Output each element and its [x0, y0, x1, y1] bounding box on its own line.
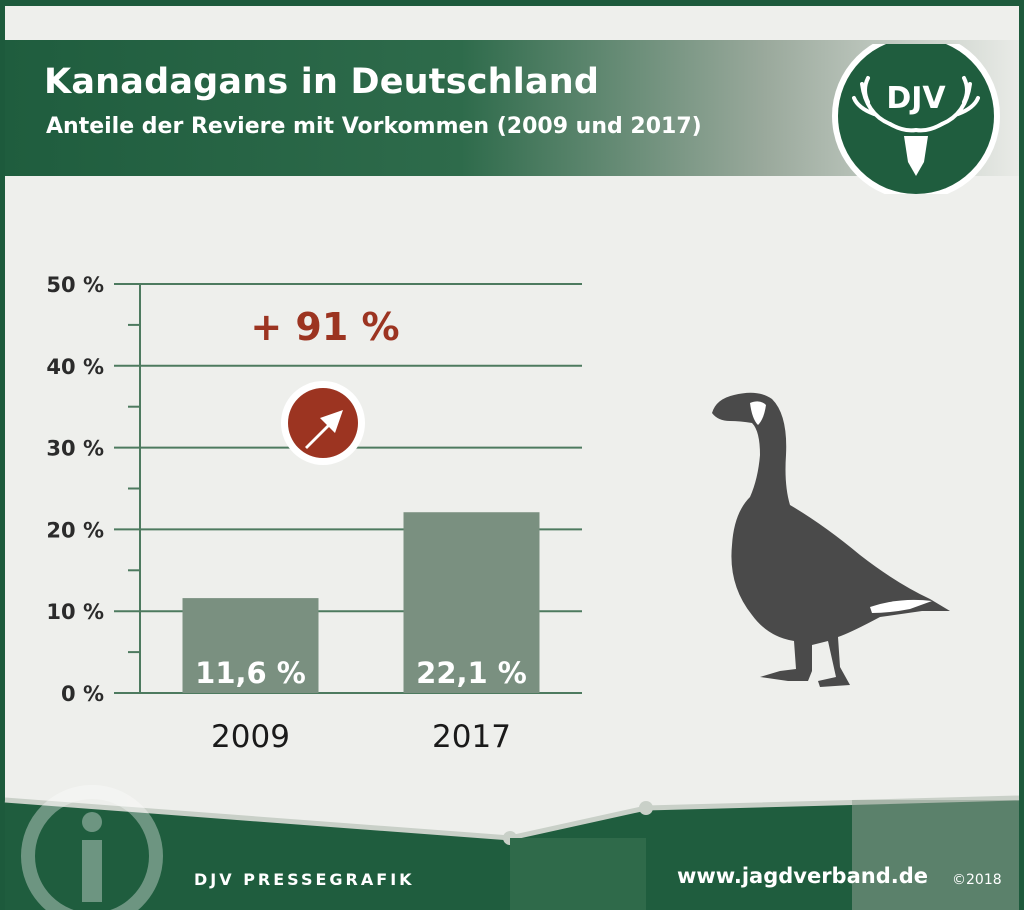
copyright: ©2018	[952, 872, 1002, 888]
y-tick-label: 40 %	[46, 355, 104, 379]
stag-antlers-icon	[852, 76, 980, 133]
logo-disc	[838, 44, 994, 194]
growth-annotation: + 91 %	[250, 305, 399, 349]
logo-text: DJV	[886, 81, 946, 116]
x-category-label: 2017	[432, 719, 511, 755]
goose-chinstrap	[750, 401, 766, 425]
goose-body	[712, 392, 950, 687]
footer-credit: DJV PRESSEGRAFIK	[194, 870, 415, 889]
footer-line	[4, 795, 1020, 841]
top-border	[0, 0, 1024, 6]
y-tick-label: 30 %	[46, 437, 104, 461]
djv-logo: DJV	[832, 44, 1000, 194]
up-right-arrow-icon	[281, 381, 365, 465]
canada-goose-silhouette-icon	[712, 392, 950, 687]
bar-layer	[182, 512, 540, 693]
bar-value-label: 22,1 %	[416, 656, 527, 690]
chart-title: Kanadagans in Deutschland	[44, 62, 600, 102]
footer-center-panel	[510, 838, 646, 910]
bar	[403, 512, 540, 693]
footer-band	[4, 785, 1020, 910]
y-tick-label: 10 %	[46, 600, 104, 624]
footer-node	[639, 801, 653, 815]
left-border	[0, 0, 5, 910]
footer-fade	[852, 800, 1019, 910]
chart-subtitle: Anteile der Reviere mit Vorkommen (2009 …	[46, 114, 702, 139]
right-border	[1019, 0, 1024, 910]
info-icon	[21, 785, 163, 910]
y-tick-label: 20 %	[46, 518, 104, 542]
x-category-label: 2009	[211, 719, 290, 755]
goose-tail-patch	[870, 599, 932, 613]
bar-chart: 0 % 10 % 20 % 30 % 40 % 50 % 11,6 % 2009 22,1 % 2…	[46, 273, 582, 755]
stag-head	[904, 136, 928, 176]
website-link[interactable]: www.jagdverband.de	[677, 864, 928, 888]
label-layer: 0 % 10 % 20 % 30 % 40 % 50 % 11,6 % 2009 22,1 % 2…	[46, 273, 526, 755]
y-tick-label: 0 %	[61, 682, 104, 706]
bar	[182, 598, 319, 693]
y-tick-label: 50 %	[46, 273, 104, 297]
bar-value-label: 11,6 %	[195, 656, 306, 690]
